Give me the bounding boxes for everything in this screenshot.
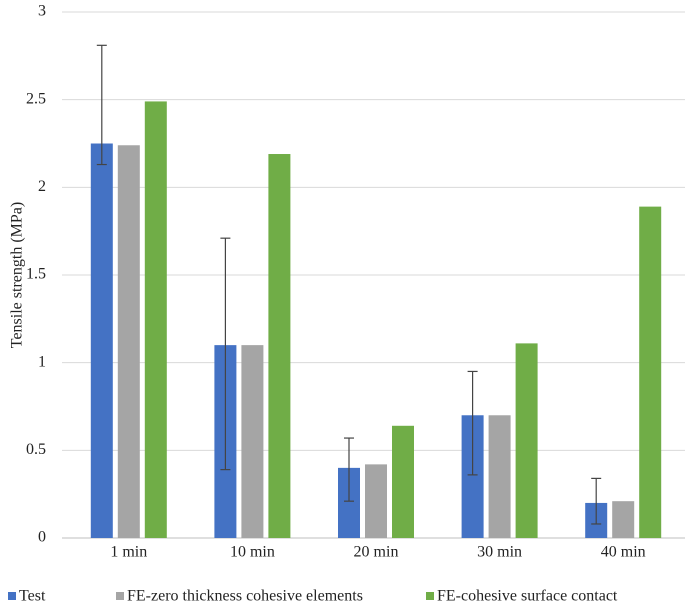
y-tick-label: 3 <box>38 3 46 20</box>
y-tick-label: 0 <box>38 529 46 546</box>
y-tick-label: 0.5 <box>26 441 46 458</box>
legend-label: Test <box>19 588 46 604</box>
legend-label: FE-cohesive surface contact <box>437 588 618 604</box>
bar <box>515 343 538 538</box>
y-tick-label: 2 <box>38 178 46 195</box>
y-tick-label: 2.5 <box>26 90 46 107</box>
y-tick-label: 1.5 <box>26 266 46 283</box>
bar <box>639 206 662 538</box>
bar <box>612 501 635 538</box>
legend-label: FE-zero thickness cohesive elements <box>127 588 363 604</box>
error-bar <box>344 437 354 502</box>
error-bar <box>96 44 107 166</box>
bar <box>241 345 264 538</box>
bar <box>144 101 167 539</box>
legend-swatch <box>8 592 16 600</box>
bar <box>338 467 360 538</box>
x-tick-label: 10 min <box>230 544 275 561</box>
bar <box>488 415 511 538</box>
x-tick-label: 1 min <box>110 544 147 561</box>
x-tick-label: 20 min <box>354 544 399 561</box>
error-bar <box>467 370 478 476</box>
legend-swatch <box>116 592 124 600</box>
legend-swatch <box>426 592 434 600</box>
bar <box>90 143 113 538</box>
bar <box>365 464 387 538</box>
y-tick-label: 1 <box>38 353 46 370</box>
bar <box>268 154 291 538</box>
x-tick-label: 30 min <box>477 544 522 561</box>
error-bar <box>220 237 231 471</box>
error-bar <box>591 477 602 525</box>
bar <box>392 425 414 538</box>
bar <box>117 145 140 538</box>
y-axis-label: Tensile strength (MPa) <box>9 202 26 348</box>
x-tick-label: 40 min <box>601 544 646 561</box>
bar <box>461 415 484 538</box>
